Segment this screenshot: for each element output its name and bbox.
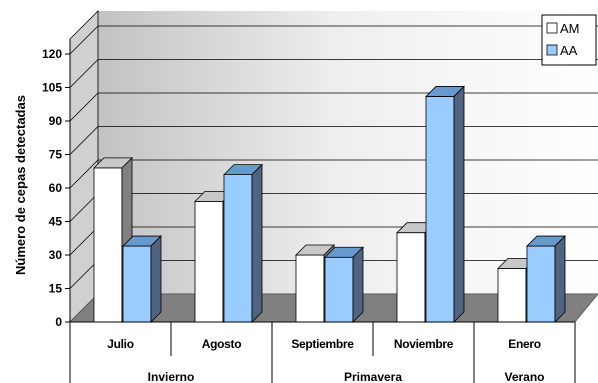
y-tick-label: 60	[49, 181, 63, 195]
bar-front	[497, 267, 527, 323]
bar-front	[194, 200, 224, 323]
bar	[425, 85, 465, 323]
y-tick-label: 15	[49, 282, 63, 296]
bar	[122, 235, 162, 323]
legend-swatch	[546, 44, 558, 56]
bar-side	[453, 85, 465, 323]
y-tick-label: 120	[42, 47, 62, 61]
gridline	[69, 59, 598, 88]
x-tick-label: Enero	[508, 337, 541, 351]
bar	[526, 235, 566, 323]
bar	[223, 163, 263, 323]
bar-front	[526, 245, 556, 323]
x-tick-label: Agosto	[202, 337, 242, 351]
x-tick-label: Septiembre	[291, 337, 354, 351]
legend-label: AM	[560, 21, 580, 36]
x-group-label: Invierno	[148, 370, 195, 383]
bar-side	[554, 235, 566, 323]
bar-side	[251, 163, 263, 323]
bar-side	[150, 235, 162, 323]
bar-front	[223, 174, 253, 323]
y-tick-label: 75	[49, 148, 63, 162]
bar-front	[425, 96, 455, 323]
bar-front	[396, 232, 426, 323]
bar-side	[352, 246, 364, 323]
y-tick-label: 0	[55, 315, 62, 329]
x-tick-label: Noviembre	[394, 337, 454, 351]
legend: AM AA	[541, 14, 597, 66]
gridline	[69, 25, 598, 55]
y-tick-label: 90	[49, 114, 63, 128]
bar-front	[93, 167, 123, 323]
bar-front	[295, 254, 325, 323]
y-axis-label: Número de cepas detectadas	[13, 95, 28, 275]
x-tick-label: Julio	[107, 337, 134, 351]
y-tick-label: 105	[42, 81, 62, 95]
y-tick-label: 45	[49, 215, 63, 229]
bar-front	[122, 245, 152, 323]
y-tick-label: 30	[49, 248, 63, 262]
bar-front	[324, 256, 354, 323]
x-group-label: Primavera	[344, 370, 402, 383]
legend-label: AA	[560, 43, 578, 58]
legend-swatch	[546, 22, 558, 34]
x-group-label: Verano	[504, 370, 544, 383]
bar	[324, 246, 364, 323]
